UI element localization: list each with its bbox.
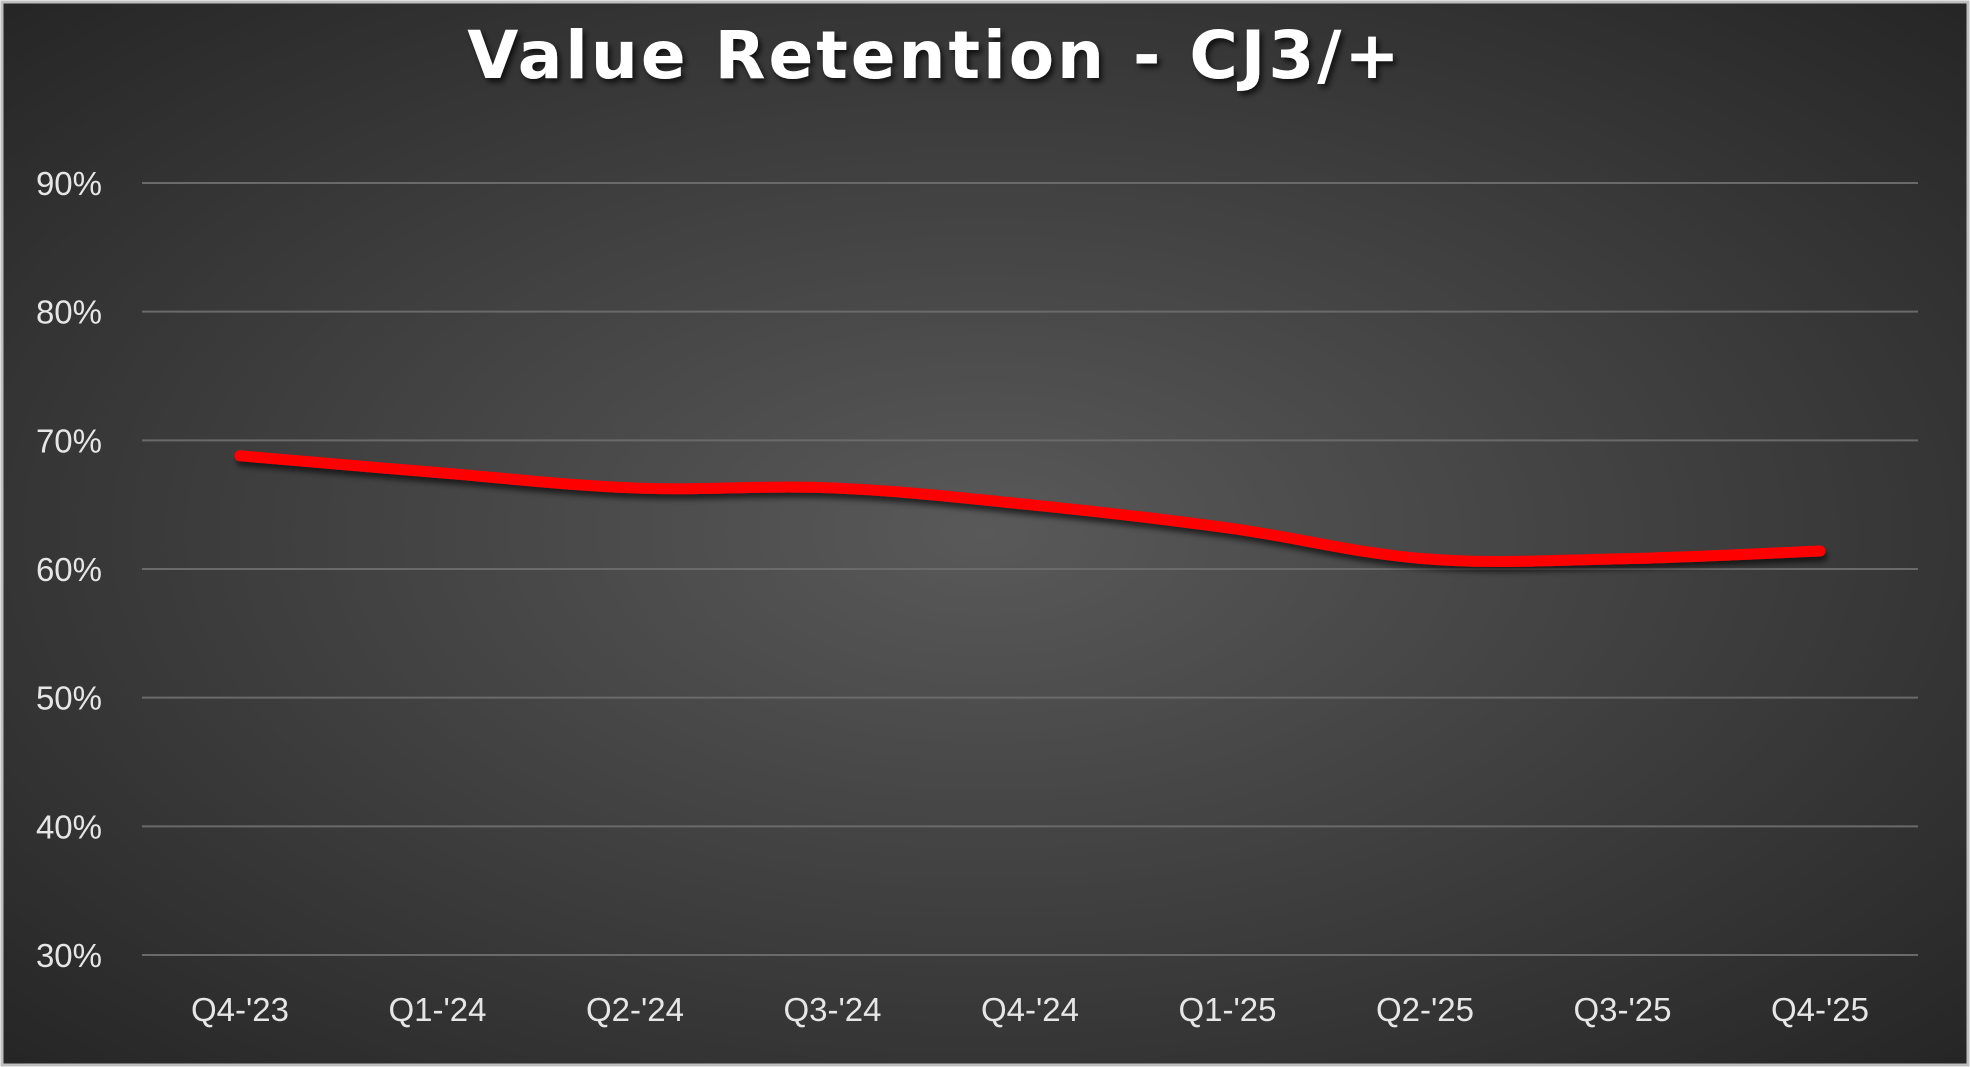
y-tick-label: 50% bbox=[36, 680, 102, 717]
y-tick-label: 40% bbox=[36, 808, 102, 845]
data-point-Q4-'25 bbox=[1814, 545, 1826, 557]
y-tick-label: 60% bbox=[36, 551, 102, 588]
y-tick-label: 90% bbox=[36, 165, 102, 202]
x-tick-label: Q3-'24 bbox=[783, 991, 881, 1028]
x-tick-label: Q4-'23 bbox=[191, 991, 289, 1028]
data-point-Q2-'24 bbox=[629, 482, 641, 494]
x-tick-label: Q4-'25 bbox=[1771, 991, 1869, 1028]
x-tick-label: Q2-'25 bbox=[1376, 991, 1474, 1028]
chart-title: Value Retention - CJ3/+ bbox=[467, 17, 1402, 94]
x-tick-label: Q1-'24 bbox=[388, 991, 486, 1028]
y-tick-label: 30% bbox=[36, 937, 102, 974]
data-point-Q2-'25 bbox=[1419, 553, 1431, 565]
y-tick-label: 80% bbox=[36, 294, 102, 331]
series-layer bbox=[234, 450, 1826, 568]
data-point-Q1-'24 bbox=[432, 467, 443, 478]
data-point-Q1-'25 bbox=[1222, 522, 1233, 534]
data-point-Q3-'24 bbox=[827, 482, 838, 494]
x-tick-label: Q4-'24 bbox=[981, 991, 1079, 1028]
y-axis-tick-labels: 90% 80% 70% 60% 50% 40% 30% bbox=[36, 165, 102, 974]
x-axis-tick-labels: Q4-'23 Q1-'24 Q2-'24 Q3-'24 Q4-'24 Q1-'25 Q2-'… bbox=[191, 991, 1869, 1028]
y-tick-label: 70% bbox=[36, 422, 102, 459]
gridlines bbox=[142, 182, 1918, 956]
data-point-Q4-'23 bbox=[234, 450, 246, 462]
data-point-Q3-'25 bbox=[1617, 553, 1628, 565]
x-tick-label: Q1-'25 bbox=[1178, 991, 1276, 1028]
data-point-Q4-'24 bbox=[1024, 499, 1036, 511]
x-tick-label: Q2-'24 bbox=[586, 991, 684, 1028]
x-tick-label: Q3-'25 bbox=[1573, 991, 1671, 1028]
